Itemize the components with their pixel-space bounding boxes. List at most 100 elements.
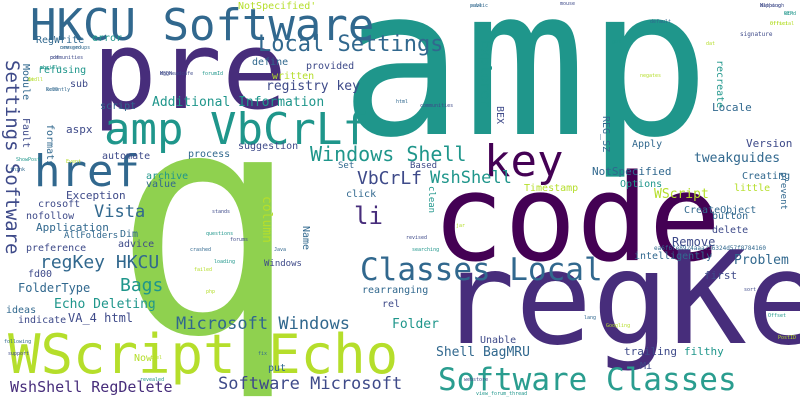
word-createobject: CreateObject [684, 205, 757, 216]
tiny-word: jar [456, 223, 466, 229]
word-exception: Exception [66, 189, 126, 202]
word-shell-bagmru: Shell BagMRU [436, 345, 530, 360]
word-q: q [112, 44, 299, 400]
tiny-word: webstore [464, 377, 489, 383]
word-recreate: recreate [714, 60, 725, 109]
word-intelligently: intelligently [634, 251, 713, 262]
word-little: little [734, 183, 771, 194]
word-click: click [346, 189, 377, 200]
word-indicate: indicate [18, 315, 67, 326]
word-amp-vbcrlf: amp VbCrLf [104, 104, 369, 155]
tiny-word: lang [584, 315, 597, 321]
word-hex-id: ea6f6fe8924aaa756324d57f8784160 [654, 245, 766, 252]
word-windows-shell: Windows Shell [310, 142, 467, 166]
word-hkcu-software: HKCU Software [30, 0, 375, 51]
tiny-word: official [770, 21, 795, 27]
word-define: define [252, 57, 289, 68]
tiny-word: crossed [60, 45, 82, 51]
word-folder: Folder [392, 317, 439, 332]
word-regkey: regKey [438, 225, 800, 374]
word-foldertype: FolderType [18, 281, 91, 295]
word-regkey-hkcu: regKey HKCU [40, 252, 160, 273]
word-rearranging: rearranging [362, 285, 429, 296]
word-name: Name [300, 226, 311, 251]
word-refusing: refusing [38, 65, 87, 76]
word-dim: Dim [120, 229, 139, 240]
word-automate: automate [102, 151, 151, 162]
word-written: written [272, 71, 315, 82]
word-timestamp: Timestamp [524, 183, 579, 194]
word-vista: Vista [94, 202, 146, 222]
word-key: key [484, 136, 564, 187]
tiny-word: searching [412, 247, 440, 253]
word-wscript-echo: WScript Echo [8, 323, 399, 386]
tiny-word: eggheadcafe [160, 71, 194, 77]
tiny-word: got [612, 39, 622, 45]
word-mi: Mi [640, 361, 653, 372]
word-formats: formats [44, 124, 55, 167]
tiny-word: forums [230, 237, 249, 243]
word-tweakguides: tweakguides [694, 151, 781, 166]
tiny-word: kind [784, 11, 797, 17]
tiny-word: communities [420, 103, 454, 109]
tiny-word: public [470, 3, 489, 9]
tiny-word: mouse [560, 1, 576, 7]
word-module: Module [20, 64, 31, 101]
tiny-word: Java [274, 247, 287, 253]
tiny-word: html [396, 99, 409, 105]
tiny-word: sort [744, 287, 757, 293]
word-trailing: trailing [624, 345, 677, 358]
tiny-word: think [10, 167, 26, 173]
word-remove: Remove [672, 235, 716, 249]
word-sub: sub [70, 79, 89, 90]
word-amp: amp [340, 0, 711, 183]
tiny-word: ntdll [28, 77, 44, 83]
word-preference: preference [26, 243, 87, 254]
word-reg-sz: REG_SZ [600, 116, 611, 153]
word-wshshell-regdelete: WshShell RegDelete [10, 378, 173, 396]
word-first: first [704, 269, 738, 282]
word-vbcrlf: VbCrLf [357, 168, 423, 189]
word-suggestion: suggestion [238, 141, 299, 152]
word-unable: Unable [480, 335, 517, 346]
word-local-settings: Local Settings [258, 32, 444, 57]
word-problem: Problem [734, 253, 789, 268]
tiny-word: MSDN [160, 71, 173, 77]
word-pre: pre [92, 9, 288, 134]
tiny-word: view_forum_thread [476, 391, 528, 397]
word-based: Based [410, 161, 438, 171]
tiny-word: failed [194, 267, 213, 273]
word-regwrite: RegWrite [36, 35, 85, 46]
tiny-word: support [8, 351, 30, 357]
word-notspecified-quote: NotSpecified' [238, 1, 317, 12]
tiny-word: Mapping [760, 3, 782, 9]
tiny-word: php [206, 289, 216, 295]
word-prevent: prevent [778, 172, 788, 210]
tiny-word: mozilla [40, 65, 62, 71]
tiny-word: ShowPost [16, 157, 41, 163]
word-code: code [432, 150, 721, 289]
tiny-word: default [650, 19, 672, 25]
word-filthy: filthy [684, 345, 724, 358]
tiny-word: sbc [40, 65, 50, 71]
word-button: button [712, 211, 749, 222]
word-put: put [268, 363, 287, 374]
word-version: Version [746, 137, 793, 150]
word-nofollow: nofollow [26, 211, 75, 222]
tiny-word: stands [212, 209, 231, 215]
word-li: li [354, 202, 383, 230]
tiny-word: revised [406, 235, 428, 241]
word-allfolders: AllFolders [64, 231, 119, 241]
word-value: value [146, 179, 177, 190]
word-bags: Bags [120, 275, 164, 296]
tiny-word: forumId [202, 71, 224, 77]
tiny-word: crashed [190, 247, 212, 253]
word-delete: delete [712, 225, 749, 236]
tiny-word: pdf [50, 55, 60, 61]
word-error: error [92, 33, 123, 44]
tiny-word: chel [150, 355, 163, 361]
word-crosoft: crosoft [38, 199, 81, 210]
word-registry-key: registry key [266, 79, 360, 94]
word-provided: provided [306, 61, 355, 72]
